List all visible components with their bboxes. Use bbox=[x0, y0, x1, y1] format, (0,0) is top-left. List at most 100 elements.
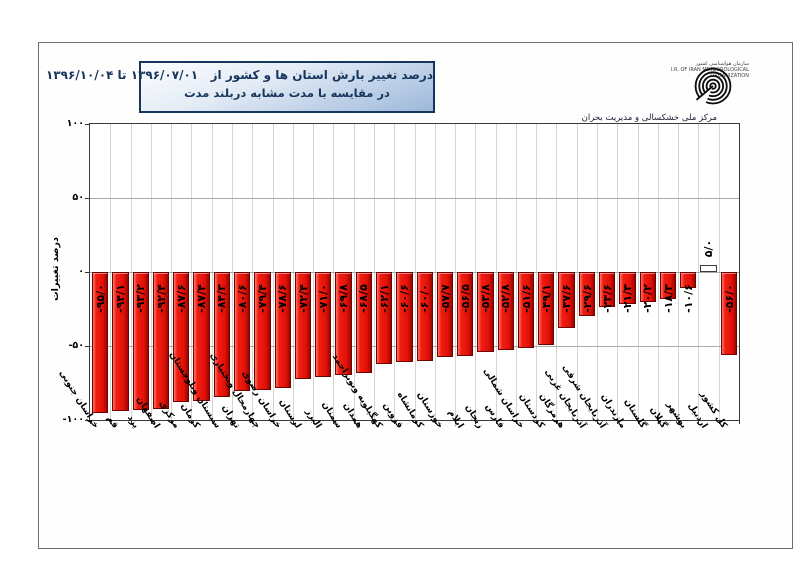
bar-value-label: -۶۲/۱ bbox=[377, 283, 391, 313]
x-tick bbox=[414, 420, 416, 424]
bar bbox=[457, 272, 474, 356]
bar bbox=[173, 272, 190, 402]
bar-value-label: -۷۸/۶ bbox=[276, 283, 290, 313]
x-tick bbox=[110, 420, 112, 424]
bar bbox=[92, 272, 109, 413]
bar bbox=[193, 272, 210, 402]
bar bbox=[720, 272, 737, 355]
chart-title-box: درصد تغییر بارش استان ها و کشور از ۱۳۹۶/… bbox=[46, 61, 435, 113]
bar bbox=[375, 272, 393, 364]
bar-value-label: -۵۶/۵ bbox=[458, 283, 472, 313]
x-tick bbox=[576, 420, 578, 424]
bar bbox=[538, 272, 555, 345]
y-tick-label: ۵۰ bbox=[72, 192, 84, 203]
bar-value-label: -۹۵/۰ bbox=[93, 283, 107, 313]
bar-value-label: -۱۰/۶ bbox=[681, 283, 695, 313]
org-logo-small-text-line2: I.R. OF IRAN METEOROLOGICAL ORGANIZATION bbox=[670, 67, 749, 79]
x-tick bbox=[394, 420, 396, 424]
bar bbox=[477, 272, 494, 352]
bar-value-label: -۹۲/۴ bbox=[154, 283, 168, 313]
bar bbox=[416, 272, 433, 361]
bar-value-label: -۵۳/۸ bbox=[478, 283, 492, 313]
bar bbox=[335, 272, 352, 376]
org-logo-small-text-line1: سازمان هواشناسی کشور bbox=[695, 61, 749, 67]
bar-value-label: -۹۴/۱ bbox=[113, 283, 127, 313]
plot-area: ۱۰۰ ۵۰ ۰ -۵۰ -۱۰۰ -۹۵/۰ خراسان جنوبی -۹۴/۱ قم -۹۳… bbox=[56, 118, 740, 430]
bar bbox=[254, 272, 271, 390]
bar bbox=[132, 272, 149, 410]
x-tick bbox=[455, 420, 457, 424]
x-tick bbox=[231, 420, 233, 424]
x-tick bbox=[333, 420, 335, 424]
bar-value-label: -۷۹/۴ bbox=[255, 283, 269, 313]
x-tick bbox=[678, 420, 680, 424]
x-tick bbox=[373, 420, 375, 424]
x-tick bbox=[536, 420, 538, 424]
bar-value-label: -۵۲/۸ bbox=[499, 283, 513, 313]
x-tick bbox=[252, 420, 254, 424]
chart-frame: درصد تغییر بارش استان ها و کشور از ۱۳۹۶/… bbox=[38, 42, 793, 549]
bar bbox=[315, 272, 332, 378]
bar bbox=[233, 272, 251, 392]
x-tick bbox=[718, 420, 720, 424]
x-tick bbox=[434, 420, 436, 424]
bar-value-label: -۶۹/۸ bbox=[337, 283, 351, 313]
bar bbox=[639, 272, 656, 302]
bar bbox=[213, 272, 230, 397]
x-tick bbox=[515, 420, 517, 424]
x-tick bbox=[353, 420, 355, 424]
x-tick bbox=[617, 420, 619, 424]
meteorological-organization-logo-icon bbox=[694, 67, 732, 108]
bar-value-label: -۵۷/۷ bbox=[438, 283, 452, 313]
y-tick-label: -۵۰ bbox=[68, 340, 84, 351]
bar-value-label: -۵۶/۰ bbox=[722, 283, 736, 313]
chart-title-line2: در مقایسه با مدت مشابه دربلند مدت bbox=[184, 86, 390, 100]
bar bbox=[659, 272, 677, 300]
bar-value-label: -۲۹/۶ bbox=[580, 283, 594, 313]
bar bbox=[112, 272, 129, 412]
gridline bbox=[90, 198, 739, 199]
bar bbox=[517, 272, 535, 349]
x-tick bbox=[130, 420, 132, 424]
chart-title-line1: درصد تغییر بارش استان ها و کشور از ۱۳۹۶/… bbox=[46, 68, 433, 82]
y-tick-label: ۱۰۰ bbox=[66, 118, 84, 129]
bar-value-label: -۶۰/۰ bbox=[418, 283, 432, 313]
x-tick bbox=[191, 420, 193, 424]
y-tick bbox=[85, 123, 90, 125]
bar-value-label: -۹۳/۲ bbox=[134, 283, 148, 313]
bar-value-label: ۵/۰ bbox=[702, 239, 716, 258]
bar-value-label: -۸۷/۴ bbox=[195, 283, 209, 313]
bar bbox=[294, 272, 312, 380]
y-tick-label: ۰ bbox=[78, 266, 84, 277]
bar bbox=[152, 272, 170, 409]
x-tick bbox=[597, 420, 599, 424]
bar-value-label: -۲۰/۲ bbox=[641, 283, 655, 313]
y-tick bbox=[85, 197, 90, 199]
bar-value-label: -۷۲/۴ bbox=[296, 283, 310, 313]
x-tick bbox=[211, 420, 213, 424]
x-tick bbox=[171, 420, 173, 424]
x-tick bbox=[292, 420, 294, 424]
bar-value-label: -۶۸/۵ bbox=[357, 283, 371, 313]
x-tick bbox=[495, 420, 497, 424]
bar-value-label: -۸۴/۳ bbox=[215, 283, 229, 313]
bar bbox=[700, 264, 717, 272]
bar bbox=[619, 272, 636, 304]
bar-value-label: -۲۱/۳ bbox=[620, 283, 634, 313]
x-tick bbox=[90, 420, 91, 424]
bar-value-label: -۶۰/۶ bbox=[397, 283, 411, 313]
bar bbox=[396, 272, 413, 362]
x-tick bbox=[313, 420, 315, 424]
bar-value-label: -۲۳/۶ bbox=[600, 283, 614, 313]
bar bbox=[578, 272, 596, 316]
x-tick bbox=[657, 420, 659, 424]
bar bbox=[274, 272, 291, 389]
bar bbox=[558, 272, 575, 328]
bar-value-label: -۱۸/۳ bbox=[661, 283, 675, 313]
x-tick bbox=[150, 420, 152, 424]
y-tick bbox=[85, 419, 90, 421]
y-tick bbox=[85, 345, 90, 347]
bar bbox=[680, 272, 697, 288]
bar-value-label: -۳۷/۶ bbox=[560, 283, 574, 313]
bar bbox=[497, 272, 514, 351]
